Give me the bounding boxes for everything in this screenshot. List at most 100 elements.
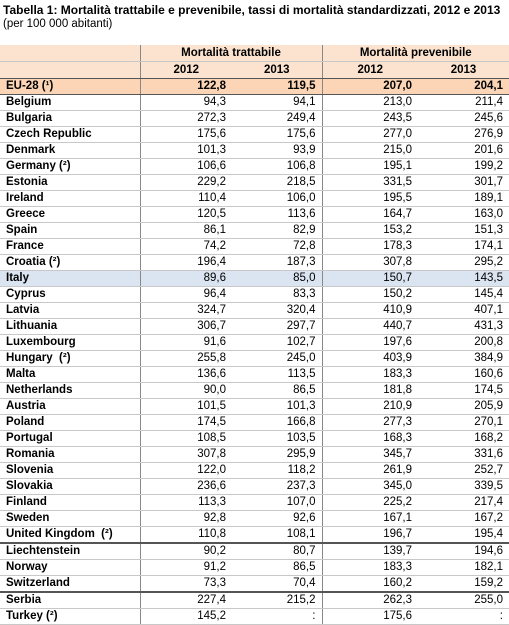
value-cell: 252,7 bbox=[418, 462, 509, 479]
value-cell: 82,9 bbox=[232, 222, 322, 239]
value-cell: 245,0 bbox=[232, 350, 322, 367]
value-cell: 136,6 bbox=[139, 366, 232, 383]
value-cell: 72,8 bbox=[232, 238, 322, 255]
country-name: Hungary (²) bbox=[0, 350, 140, 367]
group-header: Mortalità prevenibile bbox=[321, 45, 509, 62]
table-row: Germany (²) 106,6 106,8 195,1 199,2 bbox=[0, 158, 509, 175]
table-row: Luxembourg 91,6 102,7 197,6 200,8 bbox=[0, 334, 509, 351]
value-cell: 201,6 bbox=[418, 142, 509, 159]
value-cell: 101,3 bbox=[232, 398, 322, 415]
value-cell: 74,2 bbox=[139, 238, 232, 255]
value-cell: 211,4 bbox=[418, 94, 509, 111]
value-cell: 113,3 bbox=[139, 494, 232, 511]
country-name: Serbia bbox=[0, 592, 140, 609]
value-cell: 297,7 bbox=[232, 318, 322, 335]
table-row: Slovakia 236,6 237,3 345,0 339,5 bbox=[0, 478, 509, 495]
table-row: Turkey (²) 145,2:175,6: bbox=[0, 608, 509, 625]
table-row: Portugal 108,5 103,5 168,3 168,2 bbox=[0, 430, 509, 447]
country-name: Estonia bbox=[0, 174, 140, 191]
country-name: Slovenia bbox=[0, 462, 140, 479]
value-cell: : bbox=[418, 608, 509, 625]
value-cell: 196,7 bbox=[321, 526, 418, 544]
table-row: Poland 174,5 166,8 277,3 270,1 bbox=[0, 414, 509, 431]
value-cell: 407,1 bbox=[418, 302, 509, 319]
value-cell: 89,6 bbox=[139, 270, 232, 287]
value-cell: 255,8 bbox=[139, 350, 232, 367]
country-name: Bulgaria bbox=[0, 110, 140, 127]
value-cell: 167,2 bbox=[418, 510, 509, 527]
table-row: Estonia 229,2 218,5 331,5 301,7 bbox=[0, 174, 509, 191]
country-name: Latvia bbox=[0, 302, 140, 319]
country-name: United Kingdom (²) bbox=[0, 526, 140, 544]
value-cell: 120,5 bbox=[139, 206, 232, 223]
table-row: Belgium 94,3 94,1 213,0 211,4 bbox=[0, 94, 509, 111]
year-header-row: 2012 2013 2012 2013 bbox=[0, 61, 509, 79]
value-cell: 197,6 bbox=[321, 334, 418, 351]
value-cell: 70,4 bbox=[232, 575, 322, 593]
table-row: Liechtenstein 90,2 80,7 139,7 194,6 bbox=[0, 543, 509, 560]
value-cell: 243,5 bbox=[321, 110, 418, 127]
value-cell: 217,4 bbox=[418, 494, 509, 511]
value-cell: 86,5 bbox=[232, 559, 322, 576]
table-row: Czech Republic 175,6 175,6 277,0 276,9 bbox=[0, 126, 509, 143]
value-cell: 195,5 bbox=[321, 190, 418, 207]
value-cell: 90,2 bbox=[139, 543, 232, 560]
value-cell: 163,0 bbox=[418, 206, 509, 223]
value-cell: 168,3 bbox=[321, 430, 418, 447]
country-name: Norway bbox=[0, 559, 140, 576]
table-row: Malta 136,6 113,5 183,3 160,6 bbox=[0, 366, 509, 383]
value-cell: 106,0 bbox=[232, 190, 322, 207]
value-cell: 143,5 bbox=[418, 270, 509, 287]
value-cell: 199,2 bbox=[418, 158, 509, 175]
value-cell: 102,7 bbox=[232, 334, 322, 351]
value-cell: 215,2 bbox=[232, 592, 322, 609]
value-cell: 440,7 bbox=[321, 318, 418, 335]
corner-cell bbox=[0, 61, 140, 79]
value-cell: 108,1 bbox=[232, 526, 322, 544]
value-cell: 403,9 bbox=[321, 350, 418, 367]
country-name: Poland bbox=[0, 414, 140, 431]
value-cell: : bbox=[232, 608, 322, 625]
table-row: EU-28 (¹) 122,8 119,5 207,0 204,1 bbox=[0, 78, 509, 95]
country-name: Slovakia bbox=[0, 478, 140, 495]
value-cell: 145,2 bbox=[139, 608, 232, 625]
value-cell: 277,3 bbox=[321, 414, 418, 431]
value-cell: 345,0 bbox=[321, 478, 418, 495]
table-row: Spain 86,1 82,9 153,2 151,3 bbox=[0, 222, 509, 239]
value-cell: 122,0 bbox=[139, 462, 232, 479]
value-cell: 183,3 bbox=[321, 366, 418, 383]
value-cell: 210,9 bbox=[321, 398, 418, 415]
group-header: Mortalità trattabile bbox=[139, 45, 322, 62]
value-cell: 195,1 bbox=[321, 158, 418, 175]
value-cell: 108,5 bbox=[139, 430, 232, 447]
value-cell: 92,8 bbox=[139, 510, 232, 527]
value-cell: 113,6 bbox=[232, 206, 322, 223]
value-cell: 331,6 bbox=[418, 446, 509, 463]
country-name: Netherlands bbox=[0, 382, 140, 399]
value-cell: 113,5 bbox=[232, 366, 322, 383]
country-name: Austria bbox=[0, 398, 140, 415]
value-cell: 175,6 bbox=[232, 126, 322, 143]
value-cell: 174,1 bbox=[418, 238, 509, 255]
value-cell: 106,8 bbox=[232, 158, 322, 175]
value-cell: 215,0 bbox=[321, 142, 418, 159]
value-cell: 207,0 bbox=[321, 78, 418, 95]
table-row: Ireland 110,4 106,0 195,5 189,1 bbox=[0, 190, 509, 207]
value-cell: 331,5 bbox=[321, 174, 418, 191]
value-cell: 86,5 bbox=[232, 382, 322, 399]
year-header: 2013 bbox=[418, 61, 509, 79]
value-cell: 106,6 bbox=[139, 158, 232, 175]
table-row: United Kingdom (²) 110,8 108,1 196,7 195,4 bbox=[0, 526, 509, 544]
table-row: Lithuania 306,7 297,7 440,7 431,3 bbox=[0, 318, 509, 335]
value-cell: 107,0 bbox=[232, 494, 322, 511]
country-name: Ireland bbox=[0, 190, 140, 207]
table-row: Austria 101,5 101,3 210,9 205,9 bbox=[0, 398, 509, 415]
value-cell: 110,8 bbox=[139, 526, 232, 544]
value-cell: 345,7 bbox=[321, 446, 418, 463]
value-cell: 150,2 bbox=[321, 286, 418, 303]
value-cell: 160,6 bbox=[418, 366, 509, 383]
group-header-row: Mortalità trattabile Mortalità prevenibil… bbox=[0, 45, 509, 62]
value-cell: 307,8 bbox=[321, 254, 418, 271]
country-name: Denmark bbox=[0, 142, 140, 159]
